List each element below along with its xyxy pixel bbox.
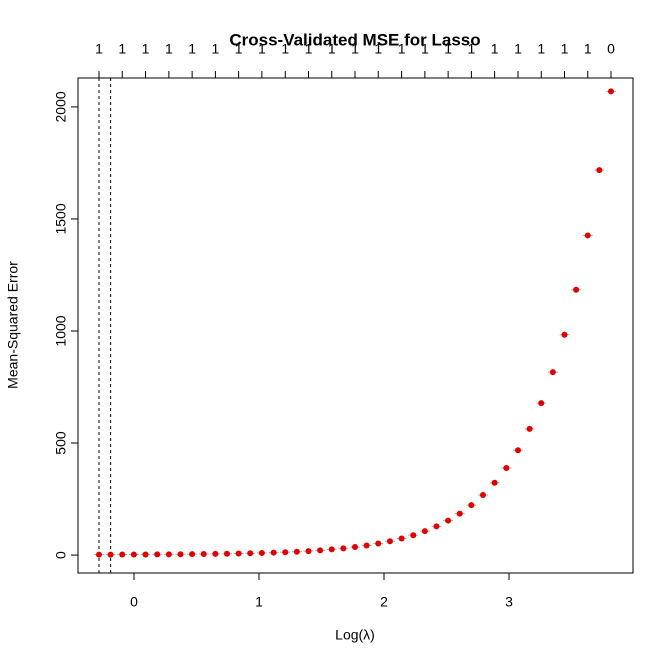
top-axis-label: 1 bbox=[561, 41, 569, 57]
top-axis-label: 1 bbox=[467, 41, 475, 57]
top-axis-label: 1 bbox=[374, 41, 382, 57]
point bbox=[258, 550, 265, 557]
point bbox=[503, 465, 510, 472]
y-tick-label: 500 bbox=[53, 431, 69, 455]
x-tick-label: 3 bbox=[505, 594, 513, 610]
x-tick-label: 1 bbox=[255, 594, 263, 610]
top-axis-label: 1 bbox=[537, 41, 545, 57]
point bbox=[282, 549, 289, 556]
point bbox=[293, 548, 300, 555]
point bbox=[212, 550, 219, 557]
y-tick-label: 2000 bbox=[53, 91, 69, 122]
x-axis-label: Log(λ) bbox=[335, 627, 375, 643]
top-axis-label: 1 bbox=[211, 41, 219, 57]
point bbox=[480, 491, 486, 498]
point bbox=[165, 551, 172, 558]
point bbox=[119, 551, 126, 558]
top-axis-label: 1 bbox=[584, 41, 592, 57]
point bbox=[584, 232, 591, 239]
point bbox=[107, 551, 114, 558]
top-axis-label: 1 bbox=[235, 41, 243, 57]
point bbox=[352, 544, 358, 551]
top-axis-label: 1 bbox=[491, 41, 499, 57]
point bbox=[154, 551, 161, 558]
top-axis-label: 1 bbox=[281, 41, 289, 57]
plot-frame bbox=[77, 77, 634, 574]
point bbox=[387, 538, 393, 545]
top-axis-label: 1 bbox=[398, 41, 406, 57]
point bbox=[456, 510, 463, 517]
top-axis-label: 1 bbox=[165, 41, 173, 57]
point bbox=[375, 540, 382, 547]
point bbox=[561, 331, 568, 338]
point bbox=[200, 551, 207, 558]
point bbox=[177, 551, 184, 558]
point bbox=[305, 548, 312, 555]
top-axis-label: 1 bbox=[514, 41, 522, 57]
point bbox=[573, 286, 580, 293]
top-axis-label: 1 bbox=[444, 41, 452, 57]
y-tick-label: 0 bbox=[53, 551, 69, 559]
point bbox=[189, 551, 196, 558]
top-axis-label: 1 bbox=[95, 41, 103, 57]
x-tick-label: 0 bbox=[130, 594, 138, 610]
x-tick-label: 2 bbox=[380, 594, 388, 610]
point bbox=[340, 545, 347, 552]
top-axis-label: 1 bbox=[258, 41, 266, 57]
y-axis-label: Mean-Squared Error bbox=[5, 261, 21, 389]
point bbox=[515, 447, 521, 454]
top-axis-label: 1 bbox=[328, 41, 336, 57]
point bbox=[96, 551, 102, 558]
top-axis-label: 1 bbox=[351, 41, 359, 57]
point bbox=[410, 532, 417, 539]
top-axis-label: 0 bbox=[607, 41, 615, 57]
point bbox=[421, 528, 428, 535]
top-axis-label: 1 bbox=[188, 41, 196, 57]
point bbox=[130, 551, 137, 558]
point bbox=[363, 542, 370, 549]
point bbox=[445, 517, 452, 524]
point bbox=[608, 88, 614, 95]
point bbox=[398, 535, 405, 542]
point bbox=[247, 550, 254, 557]
point bbox=[491, 479, 498, 486]
point bbox=[270, 549, 277, 556]
point bbox=[468, 502, 475, 509]
chart-title: Cross-Validated MSE for Lasso bbox=[229, 30, 480, 49]
y-tick-label: 1000 bbox=[53, 315, 69, 346]
point bbox=[235, 550, 242, 557]
point bbox=[549, 369, 556, 376]
point bbox=[142, 551, 149, 558]
top-axis-label: 1 bbox=[118, 41, 126, 57]
point bbox=[433, 523, 440, 530]
point bbox=[596, 167, 603, 174]
top-axis-label: 1 bbox=[142, 41, 150, 57]
point bbox=[224, 550, 230, 557]
point bbox=[328, 546, 335, 553]
top-axis-label: 1 bbox=[421, 41, 429, 57]
point bbox=[538, 400, 545, 407]
top-axis-label: 1 bbox=[305, 41, 313, 57]
y-tick-label: 1500 bbox=[53, 203, 69, 234]
point bbox=[526, 425, 533, 432]
point bbox=[317, 547, 324, 554]
